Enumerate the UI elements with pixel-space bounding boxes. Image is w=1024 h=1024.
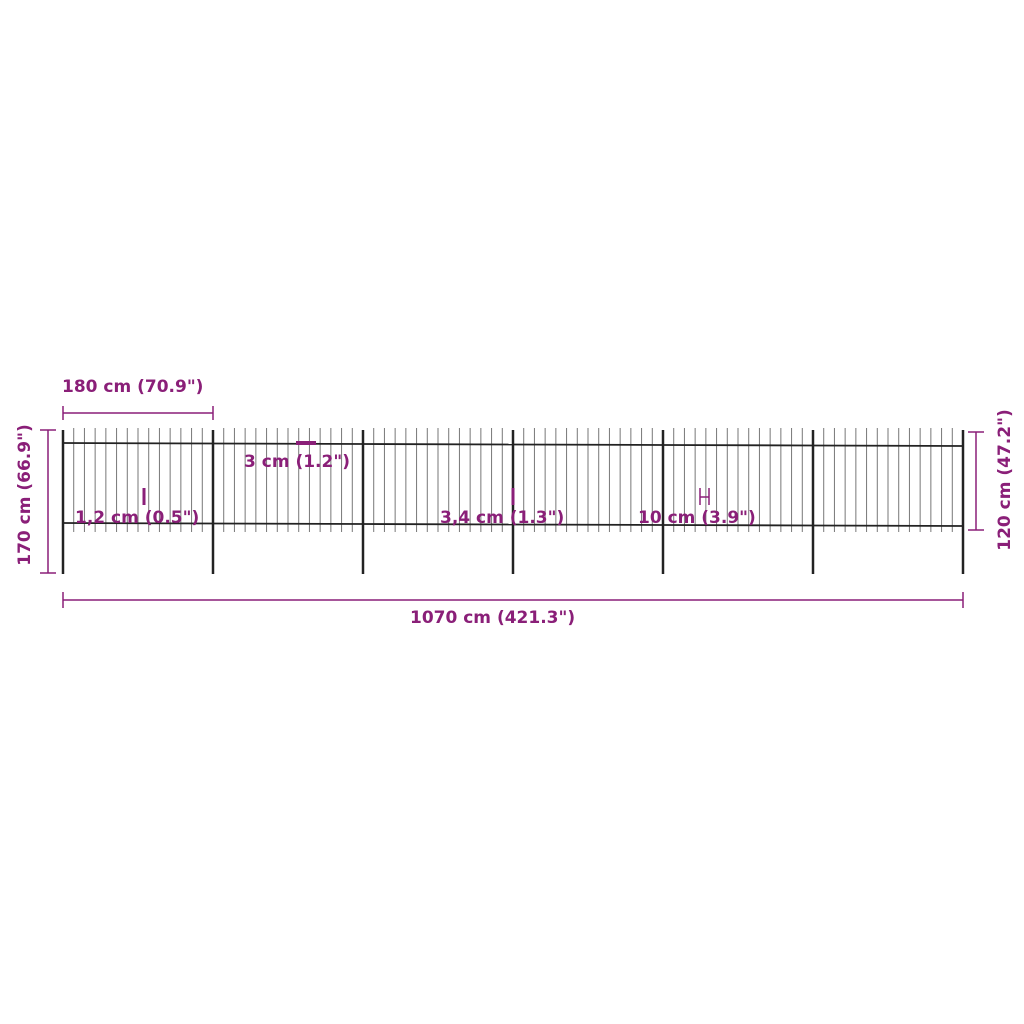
post-height-label: 170 cm (66.9") <box>15 424 35 566</box>
bottom-rail <box>362 523 514 526</box>
bottom-rail <box>212 522 364 525</box>
bottom-rail <box>512 523 664 526</box>
top-rail <box>62 442 214 445</box>
bottom-rail <box>812 524 964 527</box>
total-length-label: 1070 cm (421.3") <box>410 608 576 628</box>
panel-width-label: 180 cm (70.9") <box>62 377 204 397</box>
top-rail <box>662 444 814 447</box>
top-rail <box>362 443 514 446</box>
picket-width-label: 1,2 cm (0.5") <box>75 508 200 528</box>
top-rail <box>812 444 964 447</box>
fence-height-label: 120 cm (47.2") <box>995 409 1015 551</box>
top-rail <box>212 442 364 445</box>
picket-gap-label: 3,4 cm (1.3") <box>440 508 565 528</box>
top-rail <box>512 443 664 446</box>
rail-width-label: 3 cm (1.2") <box>244 452 350 472</box>
bottom-rail <box>62 522 214 525</box>
bottom-rail <box>662 524 814 527</box>
rail-spacing-label: 10 cm (3.9") <box>638 508 756 528</box>
